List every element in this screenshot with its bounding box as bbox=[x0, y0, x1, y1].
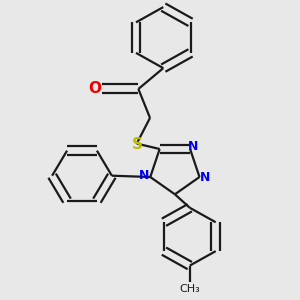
Text: N: N bbox=[200, 171, 211, 184]
Text: O: O bbox=[88, 81, 101, 96]
Text: S: S bbox=[132, 137, 143, 152]
Text: CH₃: CH₃ bbox=[179, 284, 200, 294]
Text: N: N bbox=[139, 169, 149, 182]
Text: N: N bbox=[188, 140, 199, 153]
